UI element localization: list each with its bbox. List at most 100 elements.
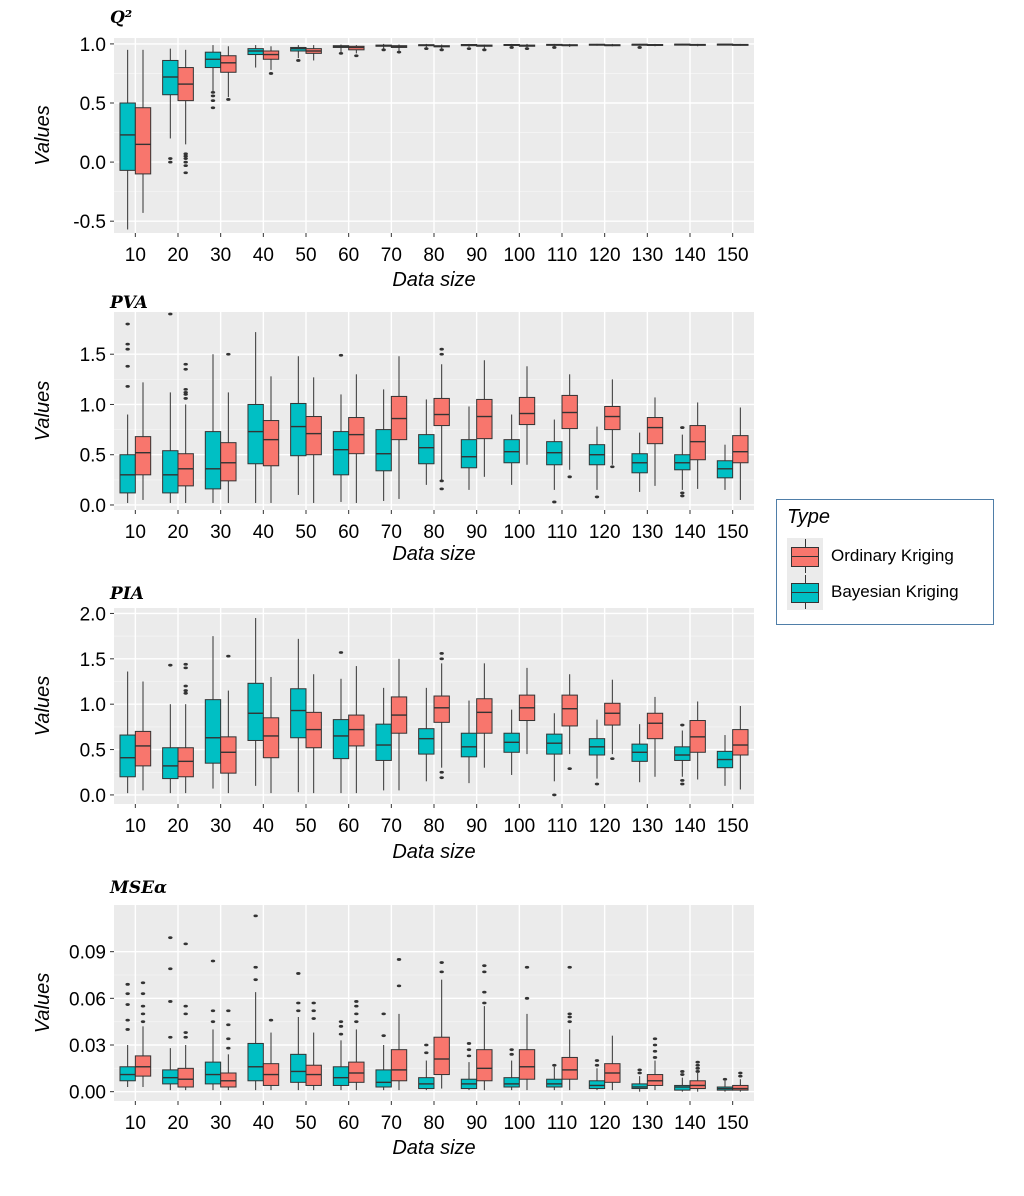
y-axis-title: Values <box>32 973 54 1033</box>
box <box>674 746 691 761</box>
outlier-point <box>354 1000 359 1003</box>
box <box>604 702 621 726</box>
outlier-point <box>183 662 188 666</box>
box <box>375 723 392 761</box>
legend: Type Ordinary Kriging Bayesian Kriging <box>776 499 994 625</box>
y-tick-label: 0.0 <box>80 496 106 517</box>
outlier-point <box>168 936 173 940</box>
box <box>546 1078 563 1088</box>
x-tick-label: 30 <box>210 522 231 543</box>
outlier-point <box>594 495 600 499</box>
x-tick-label: 70 <box>381 1113 402 1134</box>
series-ordinary-kriging <box>134 942 749 1092</box>
outlier-point <box>680 491 685 495</box>
x-tick-label: 30 <box>210 816 231 837</box>
outlier-point <box>338 1024 344 1028</box>
outlier-point <box>125 1003 130 1006</box>
box <box>162 1069 179 1085</box>
box <box>305 416 322 456</box>
outlier-point <box>424 47 429 51</box>
x-tick-label: 60 <box>338 245 359 266</box>
outlier-point <box>466 1054 472 1058</box>
box <box>262 717 280 759</box>
box <box>290 402 307 457</box>
outlier-point <box>183 942 188 946</box>
outlier-point <box>183 393 188 396</box>
box <box>134 730 152 767</box>
outlier-point <box>338 1032 344 1036</box>
panel-2: 0.0 0.5 1.0 1.5 10 20 30 40 50 60 70 80 90 100 110 120 1… <box>32 293 754 565</box>
y-tick-label: 0.03 <box>69 1036 106 1057</box>
x-tick-label: 70 <box>381 816 402 837</box>
x-tick-label: 90 <box>466 522 487 543</box>
box <box>262 420 280 467</box>
outlier-point <box>125 364 130 368</box>
box <box>332 719 350 760</box>
outlier-point <box>466 1048 472 1052</box>
x-axis-title: Data size <box>392 841 475 863</box>
outlier-point <box>509 46 514 49</box>
outlier-point <box>311 1009 316 1013</box>
x-tick-label: 100 <box>503 816 535 837</box>
series-bayesian-kriging <box>119 43 734 230</box>
outlier-point <box>140 1012 146 1016</box>
x-tick-label: 130 <box>631 1113 663 1134</box>
box <box>604 405 621 431</box>
outlier-point <box>680 1073 685 1076</box>
x-tick-label: 30 <box>210 245 231 266</box>
x-tick-label: 150 <box>717 522 749 543</box>
outlier-point <box>439 651 444 655</box>
x-tick-label: 90 <box>466 1113 487 1134</box>
outlier-point <box>253 978 258 982</box>
outlier-point <box>226 1046 231 1050</box>
x-tick-label: 120 <box>589 816 621 837</box>
outlier-point <box>210 106 216 110</box>
x-tick-label: 140 <box>674 245 706 266</box>
outlier-point <box>567 767 572 771</box>
box <box>375 1069 392 1088</box>
outlier-point <box>439 657 444 661</box>
x-tick-label: 50 <box>295 522 316 543</box>
x-tick-label: 140 <box>674 1113 706 1134</box>
outlier-point <box>524 965 530 969</box>
outlier-point <box>183 684 188 688</box>
x-tick-label: 20 <box>167 816 188 837</box>
outlier-point <box>226 1023 231 1027</box>
series-bayesian-kriging <box>119 914 734 1092</box>
outlier-point <box>680 723 685 727</box>
legend-label-ordinary-kriging: Ordinary Kriging <box>831 546 954 565</box>
box <box>290 688 307 739</box>
outlier-point <box>210 94 216 98</box>
x-tick-label: 150 <box>717 245 749 266</box>
outlier-point <box>338 51 344 55</box>
x-tick-label: 40 <box>253 522 274 543</box>
outlier-point <box>695 1066 700 1070</box>
outlier-point <box>140 1004 146 1008</box>
outlier-point <box>183 367 188 371</box>
x-tick-label: 90 <box>466 816 487 837</box>
x-tick-label: 70 <box>381 245 402 266</box>
box <box>646 417 664 445</box>
box <box>689 1080 706 1090</box>
outlier-point <box>268 72 274 75</box>
box <box>348 714 365 747</box>
x-tick-label: 80 <box>423 816 444 837</box>
box <box>332 431 350 476</box>
x-tick-label: 100 <box>503 1113 535 1134</box>
box <box>177 1067 194 1088</box>
y-tick-label: 1.0 <box>80 695 106 716</box>
x-tick-label: 120 <box>589 1113 621 1134</box>
outlier-point <box>524 996 530 1000</box>
outlier-point <box>680 782 685 786</box>
box <box>177 747 194 778</box>
box <box>518 1049 536 1080</box>
series-ordinary-kriging <box>134 43 749 213</box>
panel-title: Q² <box>110 8 132 28</box>
box <box>689 425 706 461</box>
outlier-point <box>439 352 444 356</box>
legend-key-bayesian-kriging <box>787 574 823 610</box>
box <box>162 747 179 780</box>
x-tick-label: 100 <box>503 245 535 266</box>
outlier-point <box>338 353 344 357</box>
y-axis-title: Values <box>32 381 54 441</box>
